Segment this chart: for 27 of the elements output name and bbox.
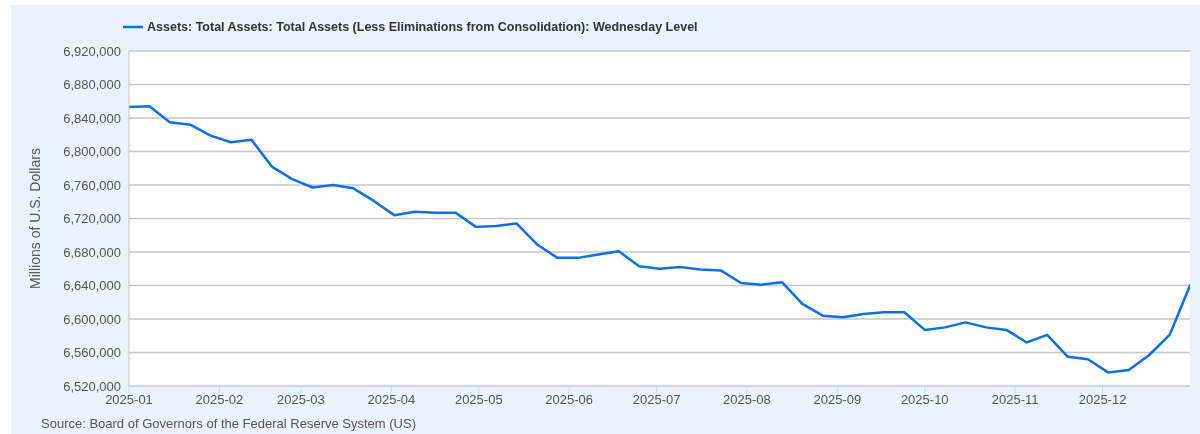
y-tick-label: 6,840,000: [63, 110, 121, 126]
y-tick-label: 6,520,000: [63, 378, 121, 394]
legend-label: Assets: Total Assets: Total Assets (Less Eliminations from Consolidation): Wednesday Level: [147, 20, 698, 35]
y-tick-label: 6,760,000: [63, 177, 121, 193]
y-tick-label: 6,880,000: [63, 77, 121, 93]
x-tick-label: 2025-07: [632, 392, 681, 408]
y-tick-label: 6,920,000: [63, 43, 121, 59]
x-tick-label: 2025-02: [195, 392, 244, 408]
source-note: Source: Board of Governors of the Federal Reserve System (US): [41, 416, 416, 431]
x-tick-label: 2025-10: [900, 392, 949, 408]
y-tick-label: 6,640,000: [63, 278, 121, 294]
x-tick-label: 2025-12: [1078, 392, 1127, 408]
x-tick-label: 2025-03: [277, 392, 325, 408]
x-tick-label: 2025-06: [545, 392, 593, 408]
x-tick-label: 2025-01: [105, 392, 153, 408]
line-series: [129, 105, 1190, 374]
y-tick-label: 6,600,000: [63, 311, 121, 327]
x-tick-label: 2025-08: [723, 392, 771, 408]
x-tick-label: 2025-05: [454, 392, 503, 408]
y-axis-title: Millions of U.S. Dollars: [27, 148, 43, 289]
x-tick-label: 2025-09: [813, 392, 862, 408]
x-tick-label: 2025-04: [367, 392, 416, 408]
y-tick-label: 6,800,000: [63, 144, 121, 160]
y-tick-label: 6,560,000: [63, 345, 121, 361]
x-tick-label: 2025-11: [991, 392, 1039, 408]
y-tick-label: 6,680,000: [63, 244, 121, 260]
y-tick-label: 6,720,000: [63, 211, 121, 227]
